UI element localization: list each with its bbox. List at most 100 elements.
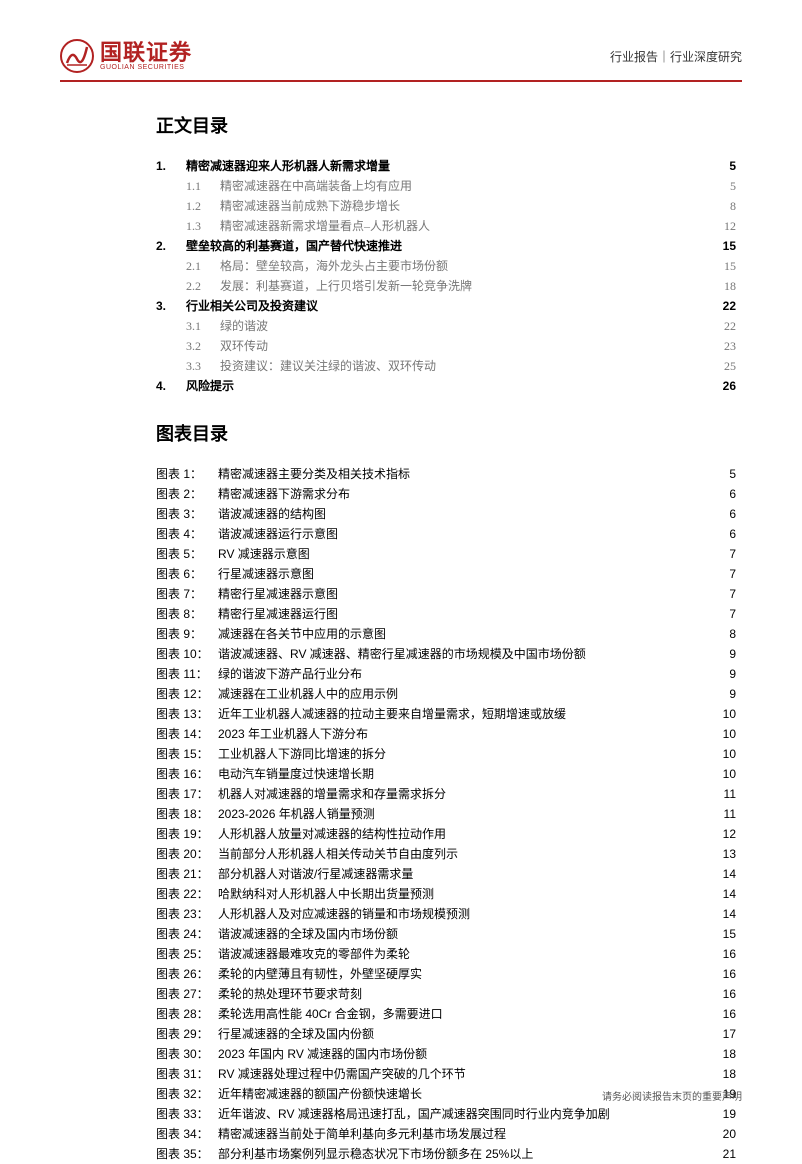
figure-toc-entry: 图表 22：哈默纳科对人形机器人中长期出货量预测14 (156, 884, 736, 904)
figure-page: 14 (718, 884, 736, 904)
main-toc-title: 正文目录 (156, 112, 736, 138)
figure-page: 9 (718, 664, 736, 684)
figure-text: 柔轮的热处理环节要求苛刻 (218, 984, 362, 1004)
figure-toc-entry: 图表 12：减速器在工业机器人中的应用示例9 (156, 684, 736, 704)
figure-text: 谐波减速器的全球及国内市场份额 (218, 924, 398, 944)
figure-text: 2023-2026 年机器人销量预测 (218, 804, 375, 824)
toc-number: 3.1 (186, 316, 220, 336)
figure-page: 18 (718, 1064, 736, 1084)
figure-toc-entry: 图表 34：精密减速器当前处于简单利基向多元利基市场发展过程20 (156, 1124, 736, 1144)
figure-toc-entry: 图表 13：近年工业机器人减速器的拉动主要来自增量需求，短期增速或放缓10 (156, 704, 736, 724)
figure-label: 图表 2： (156, 484, 218, 504)
figure-text: 近年工业机器人减速器的拉动主要来自增量需求，短期增速或放缓 (218, 704, 566, 724)
figure-toc-entry: 图表 11：绿的谐波下游产品行业分布9 (156, 664, 736, 684)
toc-entry: 2.1格局：壁垒较高，海外龙头占主要市场份额15 (156, 256, 736, 276)
figure-page: 14 (718, 904, 736, 924)
figure-page: 9 (718, 644, 736, 664)
toc-entry: 3.3投资建议：建议关注绿的谐波、双环传动25 (156, 356, 736, 376)
report-classification: 行业报告｜行业深度研究 (610, 48, 742, 65)
figure-page: 17 (718, 1024, 736, 1044)
figure-label: 图表 23： (156, 904, 218, 924)
figure-toc-list: 图表 1：精密减速器主要分类及相关技术指标5图表 2：精密减速器下游需求分布6图… (156, 464, 736, 1164)
figure-label: 图表 34： (156, 1124, 218, 1144)
figure-page: 16 (718, 944, 736, 964)
figure-toc-entry: 图表 33：近年谐波、RV 减速器格局迅速打乱，国产减速器突围同时行业内竞争加剧… (156, 1104, 736, 1124)
figure-text: 行星减速器示意图 (218, 564, 314, 584)
figure-toc-entry: 图表 23：人形机器人及对应减速器的销量和市场规模预测14 (156, 904, 736, 924)
figure-text: 减速器在工业机器人中的应用示例 (218, 684, 398, 704)
logo-icon (60, 39, 94, 73)
figure-label: 图表 24： (156, 924, 218, 944)
figure-page: 11 (718, 784, 736, 804)
toc-text: 绿的谐波 (220, 316, 268, 336)
figure-page: 18 (718, 1044, 736, 1064)
figure-page: 5 (718, 464, 736, 484)
figure-text: 电动汽车销量度过快速增长期 (218, 764, 374, 784)
figure-text: 部分利基市场案例列显示稳态状况下市场份额多在 25%以上 (218, 1144, 533, 1164)
toc-page: 15 (718, 236, 736, 256)
figure-toc-entry: 图表 10：谐波减速器、RV 减速器、精密行星减速器的市场规模及中国市场份额9 (156, 644, 736, 664)
figure-text: 谐波减速器、RV 减速器、精密行星减速器的市场规模及中国市场份额 (218, 644, 586, 664)
company-logo: 国联证券 GUOLIAN SECURITIES (60, 39, 192, 73)
toc-number: 1.1 (186, 176, 220, 196)
toc-entry: 3.2双环传动23 (156, 336, 736, 356)
toc-number: 3.3 (186, 356, 220, 376)
figure-text: 精密行星减速器示意图 (218, 584, 338, 604)
toc-page: 5 (718, 156, 736, 176)
toc-page: 5 (718, 176, 736, 196)
figure-label: 图表 3： (156, 504, 218, 524)
figure-label: 图表 6： (156, 564, 218, 584)
figure-toc-entry: 图表 27：柔轮的热处理环节要求苛刻16 (156, 984, 736, 1004)
toc-entry: 3.行业相关公司及投资建议22 (156, 296, 736, 316)
figure-label: 图表 7： (156, 584, 218, 604)
toc-text: 投资建议：建议关注绿的谐波、双环传动 (220, 356, 436, 376)
figure-label: 图表 17： (156, 784, 218, 804)
figure-label: 图表 35： (156, 1144, 218, 1164)
figure-label: 图表 14： (156, 724, 218, 744)
figure-toc-entry: 图表 19：人形机器人放量对减速器的结构性拉动作用12 (156, 824, 736, 844)
figure-label: 图表 25： (156, 944, 218, 964)
figure-page: 16 (718, 984, 736, 1004)
figure-page: 10 (718, 764, 736, 784)
figure-label: 图表 5： (156, 544, 218, 564)
figure-page: 6 (718, 484, 736, 504)
figure-toc-entry: 图表 7：精密行星减速器示意图 7 (156, 584, 736, 604)
figure-text: 机器人对减速器的增量需求和存量需求拆分 (218, 784, 446, 804)
toc-page: 22 (718, 316, 736, 336)
logo-en: GUOLIAN SECURITIES (100, 64, 192, 71)
toc-page: 23 (718, 336, 736, 356)
header-divider (60, 80, 742, 82)
figure-toc-entry: 图表 31：RV 减速器处理过程中仍需国产突破的几个环节18 (156, 1064, 736, 1084)
figure-label: 图表 12： (156, 684, 218, 704)
figure-toc-entry: 图表 30：2023 年国内 RV 减速器的国内市场份额18 (156, 1044, 736, 1064)
figure-label: 图表 16： (156, 764, 218, 784)
figure-text: 柔轮选用高性能 40Cr 合金钢，多需要进口 (218, 1004, 443, 1024)
figure-toc-entry: 图表 16：电动汽车销量度过快速增长期 10 (156, 764, 736, 784)
figure-page: 21 (718, 1144, 736, 1164)
figure-page: 16 (718, 1004, 736, 1024)
figure-text: 部分机器人对谐波/行星减速器需求量 (218, 864, 413, 884)
logo-cn: 国联证券 (100, 42, 192, 64)
figure-toc-entry: 图表 3：谐波减速器的结构图6 (156, 504, 736, 524)
toc-page: 26 (718, 376, 736, 396)
figure-toc-title: 图表目录 (156, 420, 736, 446)
toc-text: 壁垒较高的利基赛道，国产替代快速推进 (186, 236, 402, 256)
toc-text: 精密减速器在中高端装备上均有应用 (220, 176, 412, 196)
figure-page: 7 (718, 604, 736, 624)
figure-toc-entry: 图表 15：工业机器人下游同比增速的拆分10 (156, 744, 736, 764)
figure-toc-entry: 图表 29：行星减速器的全球及国内份额17 (156, 1024, 736, 1044)
toc-page: 15 (718, 256, 736, 276)
figure-toc-entry: 图表 9：减速器在各关节中应用的示意图8 (156, 624, 736, 644)
figure-toc-entry: 图表 25：谐波减速器最难攻克的零部件为柔轮16 (156, 944, 736, 964)
footer-disclaimer: 请务必阅读报告末页的重要声明 (602, 1088, 742, 1103)
figure-toc-entry: 图表 17：机器人对减速器的增量需求和存量需求拆分 11 (156, 784, 736, 804)
figure-text: 精密减速器主要分类及相关技术指标 (218, 464, 410, 484)
page-content: 正文目录 1.精密减速器迎来人形机器人新需求增量51.1精密减速器在中高端装备上… (156, 112, 736, 1164)
figure-label: 图表 31： (156, 1064, 218, 1084)
figure-page: 10 (718, 704, 736, 724)
toc-entry: 4.风险提示26 (156, 376, 736, 396)
figure-page: 7 (718, 584, 736, 604)
page-footer: 3 请务必阅读报告末页的重要声明 (60, 1088, 742, 1103)
toc-page: 18 (718, 276, 736, 296)
figure-page: 6 (718, 524, 736, 544)
